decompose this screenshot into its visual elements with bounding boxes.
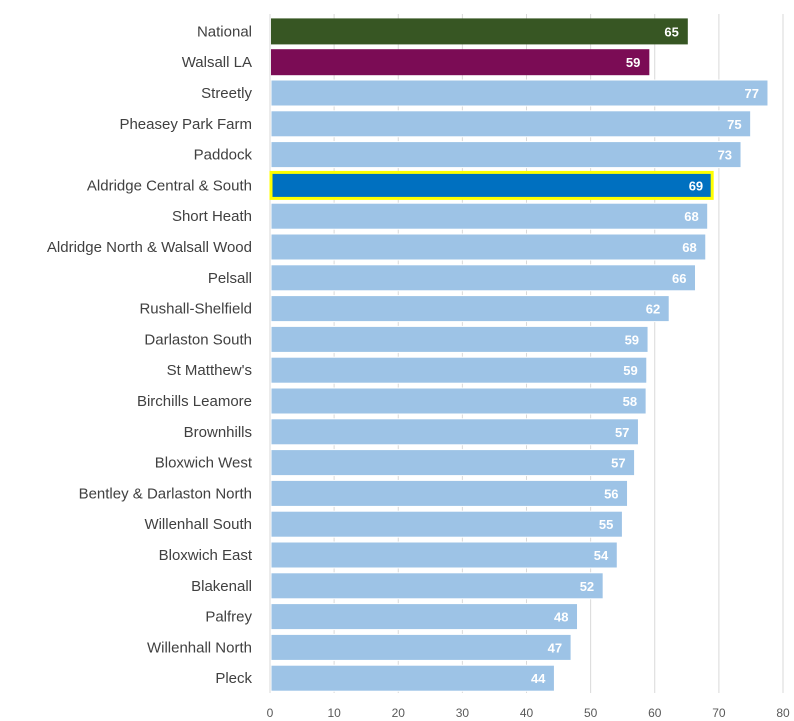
bars bbox=[269, 18, 769, 692]
bar-pelsall bbox=[270, 264, 697, 292]
data-label: 58 bbox=[623, 394, 637, 409]
bar-st-matthew-s bbox=[270, 356, 648, 384]
category-label: Pelsall bbox=[208, 270, 252, 287]
data-label: 54 bbox=[594, 548, 609, 563]
category-label: Pleck bbox=[215, 670, 252, 687]
bar-brownhills bbox=[270, 418, 639, 446]
data-label: 66 bbox=[672, 271, 686, 286]
bar-pleck bbox=[270, 664, 555, 692]
x-axis-ticks: 0 10 20 30 40 50 60 70 80 bbox=[267, 706, 790, 720]
category-label: St Matthew's bbox=[167, 362, 252, 379]
category-label: Bloxwich East bbox=[159, 547, 253, 564]
data-label: 59 bbox=[625, 332, 639, 347]
category-label: Bentley & Darlaston North bbox=[79, 485, 252, 502]
data-label: 65 bbox=[664, 24, 678, 39]
bar-birchills-leamore bbox=[270, 387, 647, 415]
category-label: Aldridge North & Walsall Wood bbox=[47, 239, 252, 256]
category-label: Birchills Leamore bbox=[137, 393, 252, 410]
bar-pheasey-park-farm bbox=[270, 110, 752, 138]
bar-bloxwich-east bbox=[270, 541, 618, 569]
category-label: Willenhall South bbox=[144, 516, 252, 533]
x-tick-label: 40 bbox=[520, 706, 534, 720]
data-label: 75 bbox=[727, 117, 741, 132]
bar-national bbox=[271, 18, 688, 45]
category-labels: National Walsall LA Streetly Pheasey Park F… bbox=[47, 23, 253, 687]
category-label: Streetly bbox=[201, 85, 252, 102]
data-label: 57 bbox=[615, 425, 629, 440]
category-label: Rushall-Shelfield bbox=[139, 301, 252, 318]
data-label: 57 bbox=[611, 456, 625, 471]
category-label: Blakenall bbox=[191, 578, 252, 595]
data-label: 62 bbox=[646, 302, 660, 317]
bar-bloxwich-west bbox=[270, 449, 636, 477]
x-tick-label: 10 bbox=[327, 706, 341, 720]
x-tick-label: 30 bbox=[456, 706, 470, 720]
bar-aldridge-north-walsall-wood bbox=[270, 233, 707, 261]
data-label: 68 bbox=[684, 209, 698, 224]
category-label: National bbox=[197, 23, 252, 40]
x-tick-label: 0 bbox=[267, 706, 274, 720]
data-label: 68 bbox=[682, 240, 696, 255]
data-label: 48 bbox=[554, 610, 568, 625]
x-tick-label: 50 bbox=[584, 706, 598, 720]
bar-short-heath bbox=[270, 202, 709, 230]
bar-streetly bbox=[270, 79, 769, 107]
value-labels: 65 59 77 75 73 69 68 68 66 62 59 59 58 57 57 56 55 54 52 48… bbox=[531, 24, 759, 686]
bar-aldridge-central-south bbox=[269, 170, 714, 200]
data-label: 47 bbox=[548, 640, 562, 655]
x-tick-label: 80 bbox=[776, 706, 790, 720]
category-label: Pheasey Park Farm bbox=[119, 116, 252, 133]
category-label: Walsall LA bbox=[182, 54, 252, 71]
data-label: 69 bbox=[689, 178, 703, 193]
bar-blakenall bbox=[270, 572, 604, 600]
category-label: Short Heath bbox=[172, 208, 252, 225]
category-label: Aldridge Central & South bbox=[87, 177, 252, 194]
x-tick-label: 60 bbox=[648, 706, 662, 720]
category-label: Bloxwich West bbox=[155, 455, 253, 472]
x-tick-label: 70 bbox=[712, 706, 726, 720]
bar-palfrey bbox=[270, 603, 579, 631]
data-label: 56 bbox=[604, 486, 618, 501]
bar-walsall-la bbox=[271, 49, 650, 76]
data-label: 55 bbox=[599, 517, 613, 532]
data-label: 52 bbox=[580, 579, 594, 594]
category-label: Palfrey bbox=[205, 609, 252, 626]
bar-willenhall-north bbox=[270, 633, 572, 661]
data-label: 77 bbox=[745, 86, 759, 101]
bar-paddock bbox=[270, 141, 742, 169]
category-label: Willenhall North bbox=[147, 639, 252, 656]
bar-rushall-shelfield bbox=[270, 295, 670, 323]
bar-bentley-darlaston-north bbox=[270, 479, 629, 507]
data-label: 73 bbox=[718, 148, 732, 163]
bar-darlaston-south bbox=[270, 325, 649, 353]
category-label: Darlaston South bbox=[144, 331, 252, 348]
x-tick-label: 20 bbox=[392, 706, 406, 720]
data-label: 59 bbox=[623, 363, 637, 378]
bar-willenhall-south bbox=[270, 510, 623, 538]
category-label: Brownhills bbox=[184, 424, 252, 441]
category-label: Paddock bbox=[194, 147, 253, 164]
data-label: 44 bbox=[531, 671, 546, 686]
data-label: 59 bbox=[626, 55, 640, 70]
